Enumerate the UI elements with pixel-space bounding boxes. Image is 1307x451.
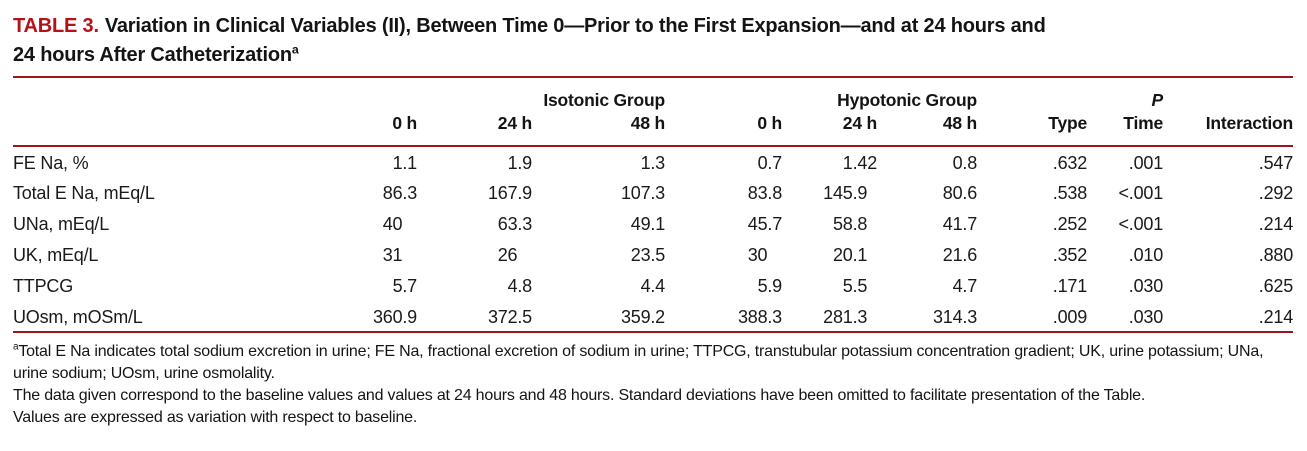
value-cell: 107.3 [620, 183, 665, 203]
value-cell: .880 [1258, 245, 1294, 265]
value-cell: .252 [1052, 214, 1088, 234]
value-cell: .010 [1128, 245, 1164, 265]
value-cell: 86.3 [382, 183, 417, 203]
value-cell: .632 [1052, 152, 1088, 173]
value-cell: 5.9 [757, 276, 783, 296]
table-row: Total E Na, mEq/L 86.3 167.9 107.3 83.8 145.9… [13, 177, 1293, 208]
value-cell: 31.0 [382, 245, 403, 265]
row-label: UNa, mEq/L [13, 214, 110, 234]
value-cell: 5.50 [842, 276, 868, 296]
value-cell: 26.0 [497, 245, 518, 265]
value-cell: .625 [1258, 276, 1294, 296]
row-label: UK, mEq/L [13, 245, 99, 265]
value-cell: 58.80 [832, 214, 868, 234]
value-cell: 1.3 [640, 152, 666, 173]
value-cell: .171 [1052, 276, 1088, 296]
value-cell: 80.6 [942, 183, 978, 203]
value-cell: 40.0 [382, 214, 403, 234]
value-cell: 30.0 [747, 245, 768, 265]
table-row: UOsm, mOSm/L360.9372.5359.2388.3281.3031… [13, 301, 1293, 333]
value-cell: 388.3 [665, 301, 782, 333]
value-cell: 1.9 [507, 152, 533, 173]
value-cell: .292 [1258, 183, 1294, 203]
clinical-variables-table: Isotonic Group Hypotonic Group P 0 h 24 … [13, 76, 1293, 333]
value-cell: .538 [1052, 183, 1088, 203]
value-cell: 5.7 [392, 276, 418, 296]
value-cell: <.001 [1118, 183, 1164, 203]
value-cell: .001 [1128, 152, 1164, 173]
value-cell: 1.42 [842, 152, 877, 173]
value-cell: 4.4 [640, 276, 666, 296]
value-cell: 4.8 [507, 276, 533, 296]
value-cell: .030 [1128, 276, 1164, 296]
table-row: FE Na, % 1.1 1.9 1.3 0.7 1.42 0.8 .632 .001 .547 [13, 146, 1293, 177]
value-cell: .352 [1052, 245, 1088, 265]
value-cell: 0.7 [757, 152, 783, 173]
col-header-p-interaction: Interaction [1205, 113, 1294, 133]
title-line2: 24 hours After Catheterization [13, 44, 292, 66]
value-cell: .547 [1258, 152, 1294, 173]
group-header-row: Isotonic Group Hypotonic Group P [13, 77, 1293, 110]
value-cell: 167.9 [487, 183, 532, 203]
value-cell: 23.5 [630, 245, 665, 265]
value-cell: 83.8 [747, 183, 782, 203]
value-cell: 49.1 [630, 214, 665, 234]
col-header-iso-48h: 48 h [630, 113, 665, 133]
value-cell: 359.2 [532, 301, 665, 333]
value-cell: .030 [1087, 301, 1163, 333]
table-row: UNa, mEq/L 40.0 63.3 49.1 45.7 58.80 41.7 .252 <… [13, 208, 1293, 239]
empty-header-cell [977, 77, 1087, 110]
col-header-iso-24h: 24 h [497, 113, 532, 133]
col-header-hyp-48h: 48 h [942, 113, 978, 133]
value-cell: .009 [977, 301, 1087, 333]
value-cell: 45.7 [747, 214, 782, 234]
value-cell: 145.90 [823, 183, 868, 203]
row-label: Total E Na, mEq/L [13, 183, 155, 203]
value-cell: 372.5 [417, 301, 532, 333]
empty-header-cell [13, 77, 293, 110]
col-header-hyp-24h: 24 h [842, 113, 877, 133]
footnote-abbreviations: aTotal E Na indicates total sodium excre… [13, 341, 1264, 382]
value-cell: 281.30 [782, 301, 877, 333]
table-body: FE Na, % 1.1 1.9 1.3 0.7 1.42 0.8 .632 .001 .547 T… [13, 146, 1293, 333]
row-label: FE Na, % [13, 152, 89, 173]
empty-header-cell [1163, 77, 1293, 110]
table-footnotes: aTotal E Na indicates total sodium excre… [13, 341, 1295, 429]
value-cell: <.001 [1118, 214, 1164, 234]
hypotonic-group-header: Hypotonic Group [837, 90, 978, 110]
value-cell: 1.1 [392, 152, 418, 173]
footnote-values-note: Values are expressed as variation with r… [13, 409, 418, 426]
value-cell: 41.7 [942, 214, 978, 234]
value-cell: 63.3 [497, 214, 532, 234]
empty-header-cell [13, 110, 293, 146]
table-row: TTPCG 5.7 4.8 4.4 5.9 5.50 4.7 .171 .030 .625 [13, 270, 1293, 301]
value-cell: 360.9 [293, 301, 417, 333]
p-value-group-header: P [1151, 90, 1164, 110]
col-header-hyp-0h: 0 h [757, 113, 782, 133]
table-row: UK, mEq/L 31.0 26.0 23.5 30.0 20.10 21.6 .352 .0… [13, 239, 1293, 270]
value-cell: 0.8 [952, 152, 978, 173]
footnote-marker: a [13, 341, 19, 353]
title-footnote-marker: a [291, 42, 299, 57]
value-cell: .214 [1258, 214, 1294, 234]
value-cell: 314.3 [877, 301, 977, 333]
col-header-p-type: Type [1048, 113, 1088, 133]
row-label: UOsm, mOSm/L [13, 301, 293, 333]
footnote-data-note: The data given correspond to the baselin… [13, 387, 1146, 404]
table-number: TABLE 3. [13, 15, 99, 37]
col-header-p-time: Time [1123, 113, 1164, 133]
value-cell: 20.10 [832, 245, 868, 265]
table-header: Isotonic Group Hypotonic Group P 0 h 24 … [13, 77, 1293, 146]
table-title: TABLE 3. Variation in Clinical Variables … [13, 12, 1295, 70]
value-cell: .214 [1163, 301, 1293, 333]
column-header-row: 0 h 24 h 48 h 0 h 24 h 48 h Type Time In… [13, 110, 1293, 146]
row-label: TTPCG [13, 276, 73, 296]
value-cell: 21.6 [942, 245, 978, 265]
isotonic-group-header: Isotonic Group [543, 90, 665, 110]
title-line1: Variation in Clinical Variables (II), Be… [104, 15, 1046, 37]
col-header-iso-0h: 0 h [392, 113, 417, 133]
value-cell: 4.7 [952, 276, 978, 296]
